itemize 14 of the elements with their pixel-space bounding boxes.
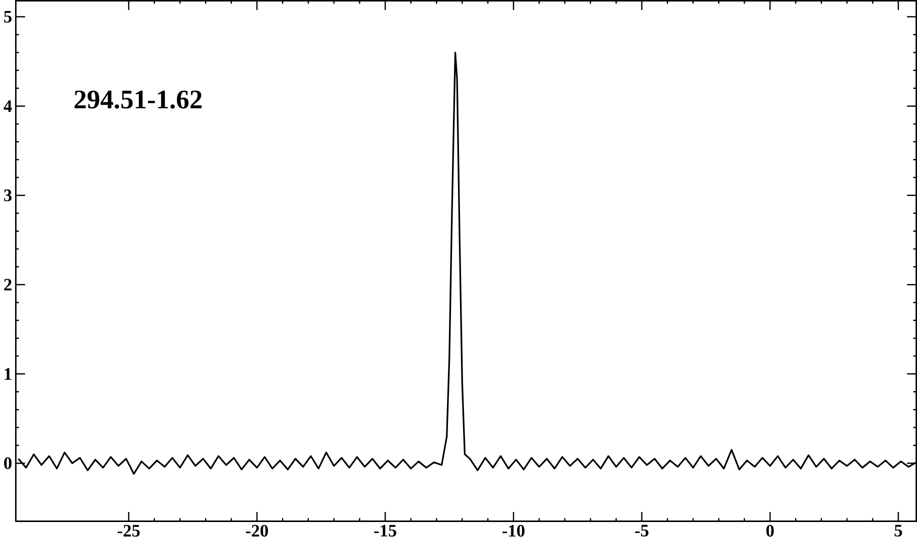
y-tick-label: 3 [4, 189, 12, 202]
x-tick-label: -20 [246, 524, 268, 537]
x-tick-label: 5 [894, 524, 902, 536]
x-tick-label: -10 [502, 524, 524, 537]
x-tick-label: -5 [635, 524, 648, 536]
x-tick-label: 0 [766, 524, 774, 537]
annotation: 294.51-1.62 [74, 90, 202, 109]
y-tick-label: 2 [4, 278, 12, 290]
y-tick-label: 4 [4, 100, 12, 112]
y-tick-label: 0 [4, 457, 12, 470]
y-tick-label: 5 [4, 10, 12, 23]
x-tick-label: -15 [374, 524, 396, 537]
x-tick-label: -25 [118, 524, 140, 537]
y-tick-label: 1 [4, 368, 12, 380]
